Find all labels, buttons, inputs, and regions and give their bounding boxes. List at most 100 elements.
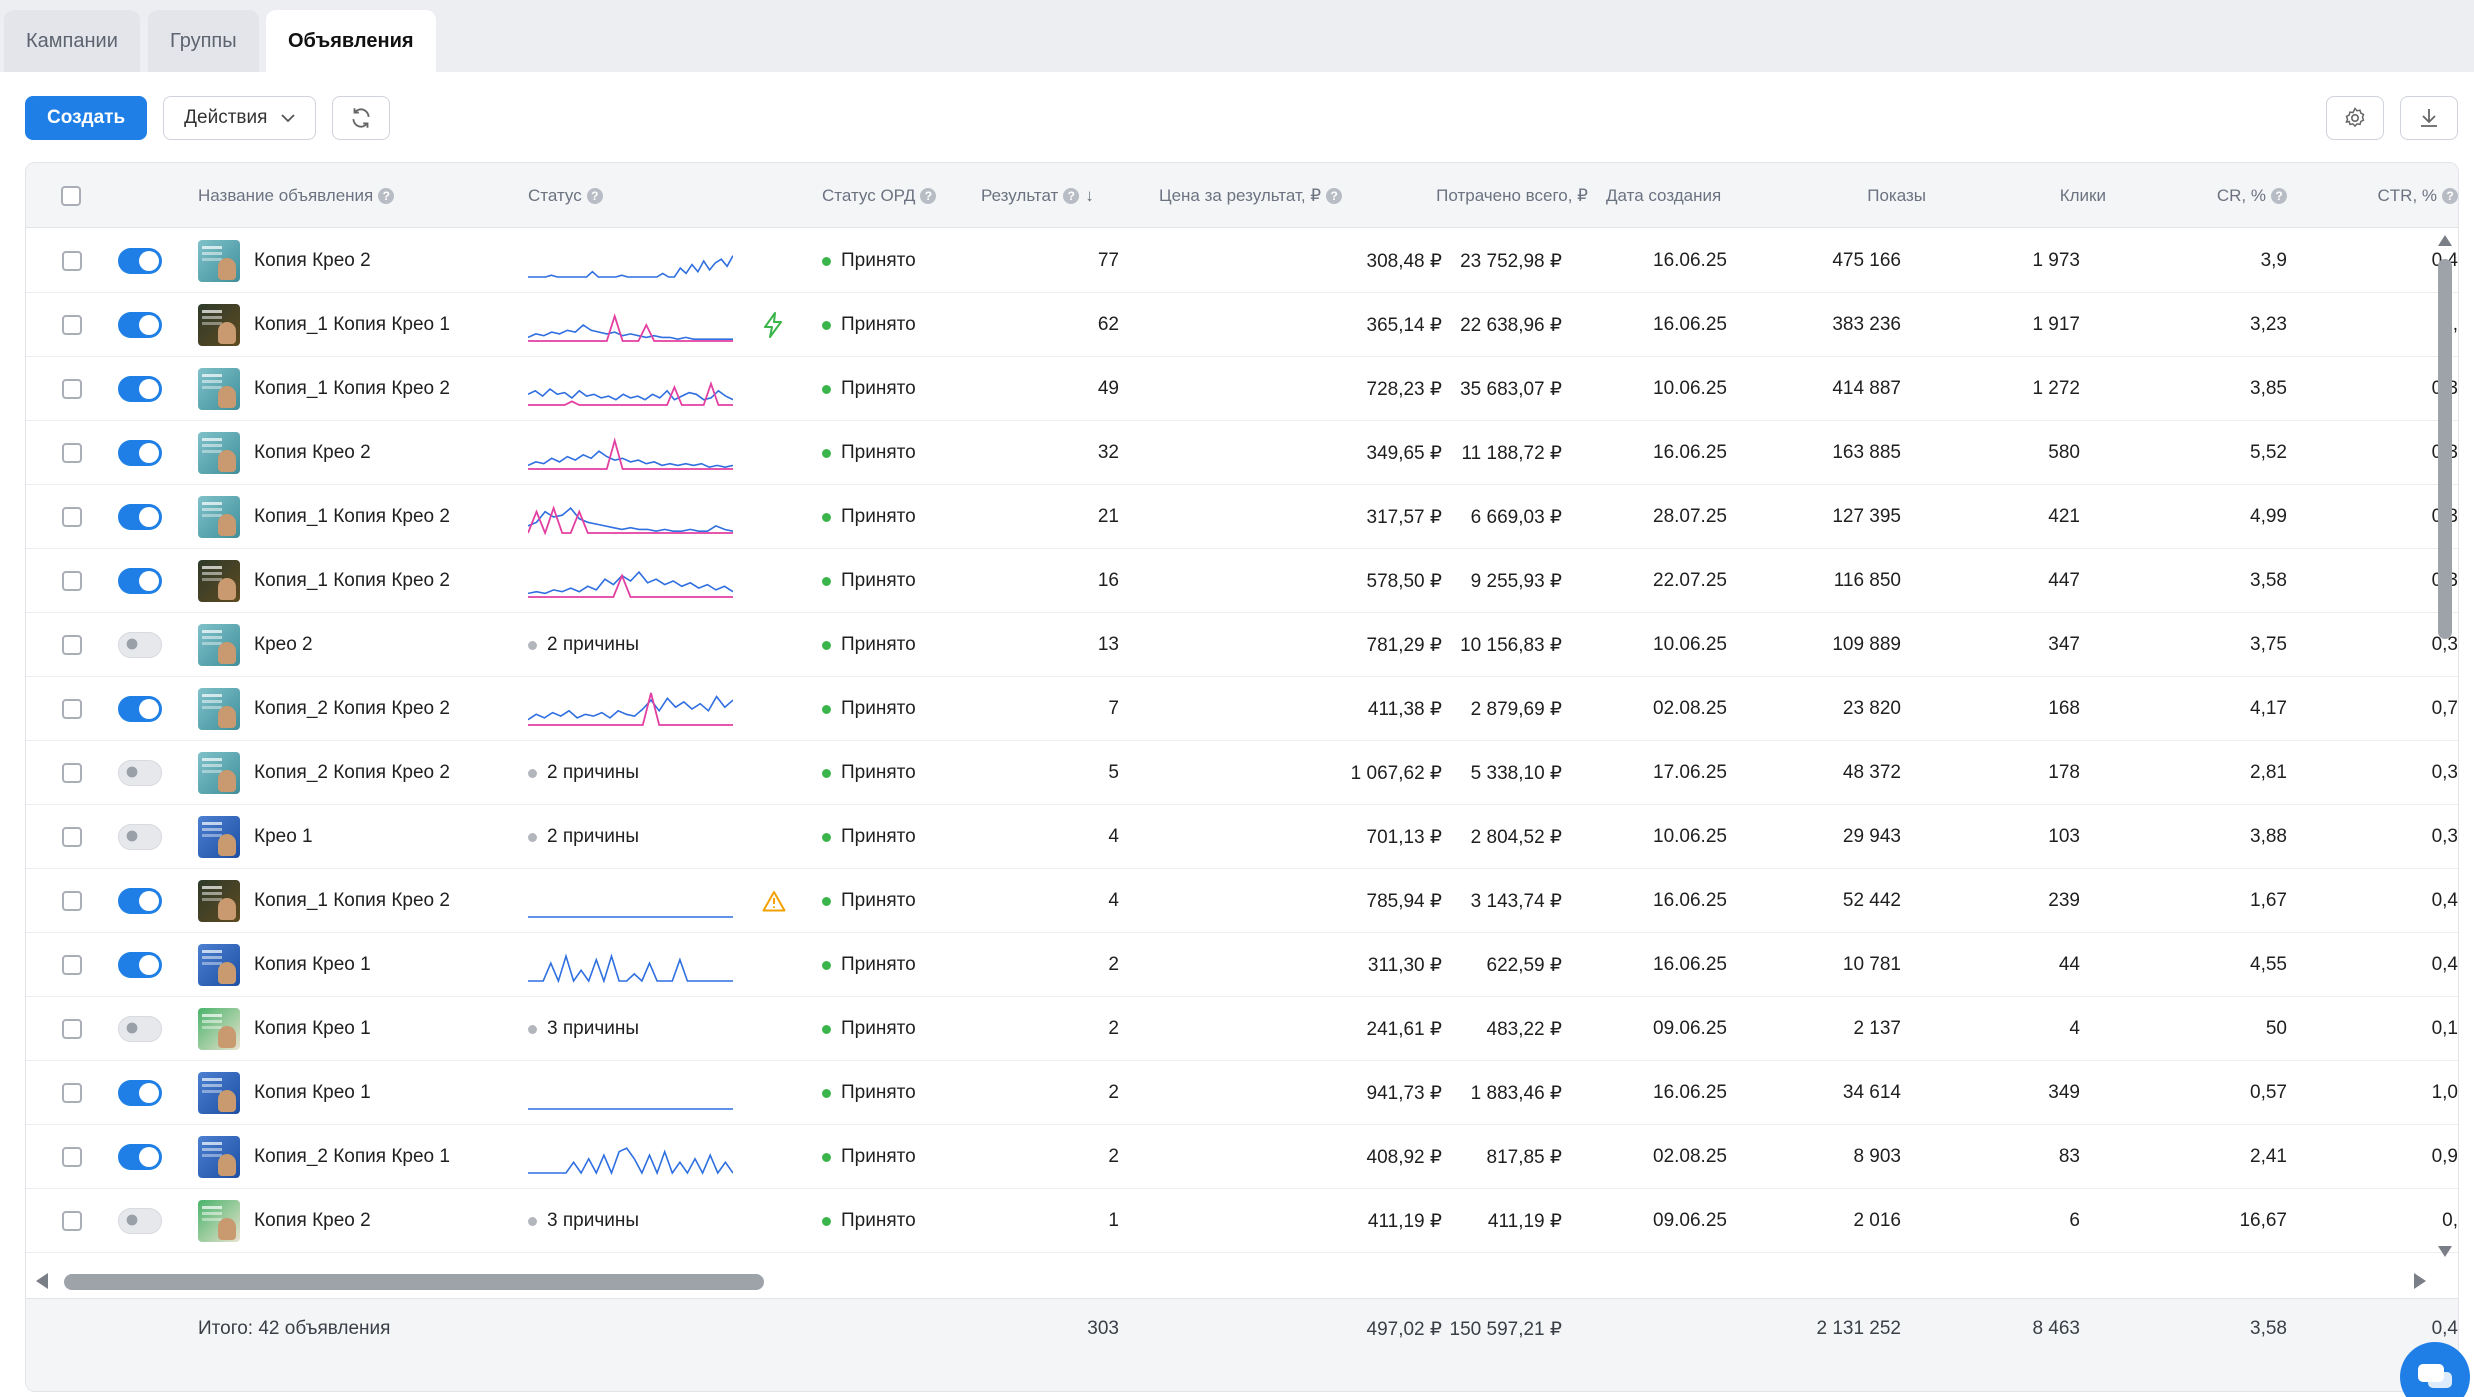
ad-thumbnail[interactable] [198,549,240,613]
row-checkbox[interactable] [62,869,82,933]
ad-name[interactable]: Копия_1 Копия Крео 2 [254,506,450,527]
row-checkbox[interactable] [62,1061,82,1125]
ad-thumbnail[interactable] [198,805,240,869]
row-toggle[interactable] [118,549,162,613]
row-checkbox[interactable] [62,549,82,613]
row-toggle[interactable] [118,933,162,997]
ad-thumbnail[interactable] [198,357,240,421]
ad-name[interactable]: Копия Крео 2 [254,250,371,271]
scroll-right-icon[interactable] [2414,1273,2426,1289]
settings-button[interactable] [2326,96,2384,140]
help-icon[interactable]: ? [586,187,603,204]
table-row[interactable]: Копия_2 Копия Крео 2 2 причины Принято 5 1 0… [26,741,2458,805]
ad-thumbnail[interactable] [198,293,240,357]
scroll-left-icon[interactable] [36,1273,48,1289]
row-toggle[interactable] [118,1125,162,1189]
ad-name[interactable]: Копия_2 Копия Крео 1 [254,1146,450,1167]
row-checkbox[interactable] [62,1125,82,1189]
help-icon[interactable]: ? [1326,187,1343,204]
select-all-checkbox[interactable] [61,163,81,228]
help-icon[interactable]: ? [1063,187,1080,204]
table-row[interactable]: Копия_1 Копия Крео 2 Принято 21 317,57 ₽ 6 6… [26,485,2458,549]
lightning-icon[interactable] [762,312,784,338]
row-checkbox[interactable] [62,933,82,997]
ad-thumbnail[interactable] [198,869,240,933]
table-row[interactable]: Копия Крео 2 Принято 32 349,65 ₽ 11 188,72 ₽… [26,421,2458,485]
ad-name[interactable]: Копия_2 Копия Крео 2 [254,698,450,719]
col-ctr[interactable]: CTR, %? [2286,163,2458,228]
refresh-button[interactable] [332,96,391,140]
row-toggle[interactable] [118,293,162,357]
row-checkbox[interactable] [62,485,82,549]
ad-thumbnail[interactable] [198,421,240,485]
table-row[interactable]: Копия Крео 1 Принято 2 311,30 ₽ 622,59 ₽ 16.0… [26,933,2458,997]
scroll-down-icon[interactable] [2438,1246,2452,1257]
row-checkbox[interactable] [62,293,82,357]
row-checkbox[interactable] [62,1189,82,1253]
ad-thumbnail[interactable] [198,1125,240,1189]
create-button[interactable]: Создать [25,96,148,140]
ad-name[interactable]: Копия Крео 1 [254,954,371,975]
row-checkbox[interactable] [62,677,82,741]
row-toggle[interactable] [118,1189,162,1253]
ad-thumbnail[interactable] [198,741,240,805]
row-checkbox[interactable] [62,229,82,293]
ad-name[interactable]: Копия Крео 1 [254,1018,371,1039]
ad-thumbnail[interactable] [198,997,240,1061]
vertical-scrollbar[interactable] [2434,229,2456,1263]
table-row[interactable]: Копия_1 Копия Крео 1 Принято 62 365,14 ₽ 22 … [26,293,2458,357]
help-icon[interactable]: ? [920,187,937,204]
col-ord[interactable]: Статус ОРД? [822,163,937,228]
tab-campaigns[interactable]: Кампании [4,10,140,72]
ad-name[interactable]: Копия_1 Копия Крео 2 [254,570,450,591]
ad-name[interactable]: Копия_2 Копия Крео 2 [254,762,450,783]
horizontal-scrollbar[interactable] [26,1263,2458,1297]
ad-name[interactable]: Копия_1 Копия Крео 2 [254,378,450,399]
table-row[interactable]: Крео 2 2 причины Принято 13 781,29 ₽ 10 156,8… [26,613,2458,677]
col-result[interactable]: Результат? ↓ [981,163,1094,228]
ad-thumbnail[interactable] [198,933,240,997]
table-row[interactable]: Копия Крео 2 3 причины Принято 1 411,19 ₽ 411… [26,1189,2458,1253]
ad-thumbnail[interactable] [198,485,240,549]
ad-name[interactable]: Копия Крео 1 [254,1082,371,1103]
col-shows[interactable]: Показы [1726,163,1926,228]
ad-thumbnail[interactable] [198,677,240,741]
warning-icon[interactable] [762,890,786,912]
help-icon[interactable]: ? [2442,187,2458,204]
ad-name[interactable]: Копия Крео 2 [254,442,371,463]
table-row[interactable]: Копия Крео 1 3 причины Принято 2 241,61 ₽ 483… [26,997,2458,1061]
row-checkbox[interactable] [62,613,82,677]
ad-name[interactable]: Копия_1 Копия Крео 1 [254,314,450,335]
row-toggle[interactable] [118,677,162,741]
tab-ads[interactable]: Объявления [266,10,436,72]
table-row[interactable]: Копия_1 Копия Крео 2 Принято 49 728,23 ₽ 35 … [26,357,2458,421]
col-name[interactable]: Название объявления? [198,163,395,228]
row-toggle[interactable] [118,869,162,933]
table-row[interactable]: Копия Крео 2 Принято 77 308,48 ₽ 23 752,98 ₽… [26,229,2458,293]
ad-thumbnail[interactable] [198,1189,240,1253]
table-row[interactable]: Копия_2 Копия Крео 2 Принято 7 411,38 ₽ 2 87… [26,677,2458,741]
ad-name[interactable]: Крео 1 [254,826,313,847]
row-toggle[interactable] [118,741,162,805]
ad-name[interactable]: Копия_1 Копия Крео 2 [254,890,450,911]
table-row[interactable]: Копия Крео 1 Принято 2 941,73 ₽ 1 883,46 ₽ 16… [26,1061,2458,1125]
row-toggle[interactable] [118,613,162,677]
col-clicks[interactable]: Клики [1926,163,2106,228]
col-spent[interactable]: Потрачено всего, ₽ [1326,163,1588,228]
ad-thumbnail[interactable] [198,613,240,677]
ad-thumbnail[interactable] [198,229,240,293]
row-checkbox[interactable] [62,357,82,421]
help-icon[interactable]: ? [378,187,395,204]
table-row[interactable]: Копия_1 Копия Крео 2 Принято 16 578,50 ₽ 9 2… [26,549,2458,613]
col-cr[interactable]: CR, %? [2126,163,2287,228]
row-checkbox[interactable] [62,421,82,485]
row-checkbox[interactable] [62,741,82,805]
scroll-up-icon[interactable] [2438,235,2452,246]
row-toggle[interactable] [118,1061,162,1125]
chat-button[interactable] [2400,1342,2470,1397]
row-checkbox[interactable] [62,997,82,1061]
row-toggle[interactable] [118,229,162,293]
ad-thumbnail[interactable] [198,1061,240,1125]
col-status[interactable]: Статус? [528,163,603,228]
table-row[interactable]: Копия_1 Копия Крео 2 Принято 4 785,94 ₽ 3 14… [26,869,2458,933]
